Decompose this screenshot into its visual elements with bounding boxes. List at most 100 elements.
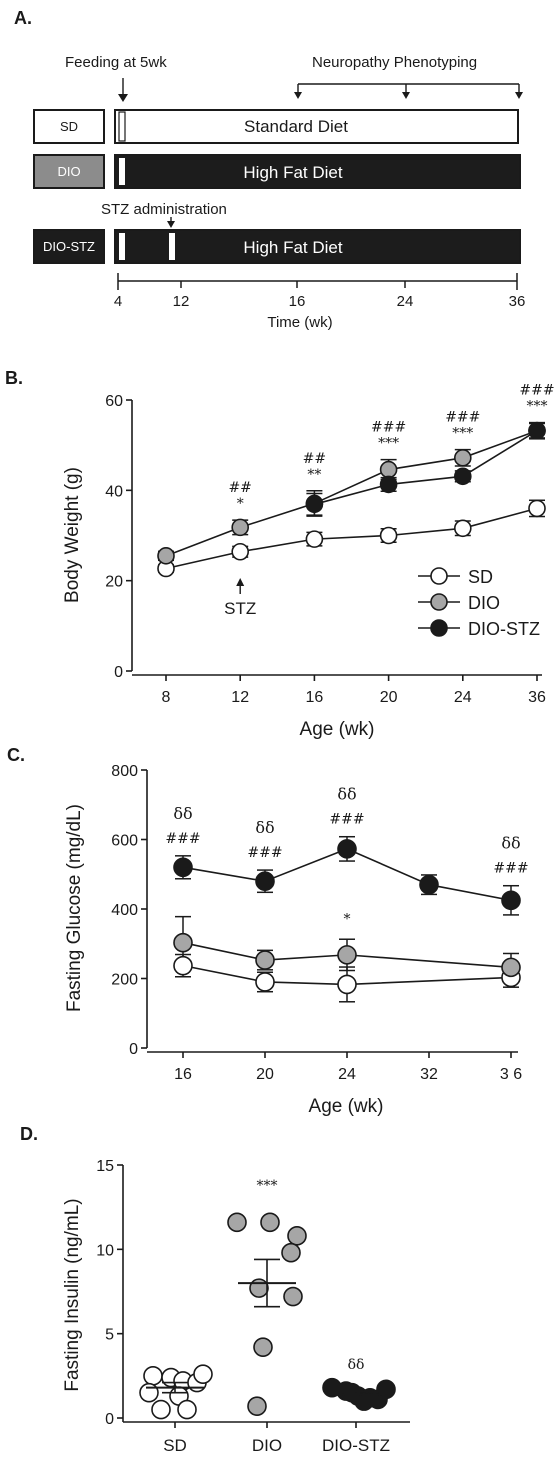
b-stz-arrow-head	[236, 578, 245, 586]
c-point-sd	[337, 974, 357, 995]
phenotyping-label: Neuropathy Phenotyping	[312, 54, 477, 71]
timeline-tick-label-16: 16	[289, 293, 306, 310]
b-legend-marker-dio	[430, 593, 448, 611]
d-y-tick-label: 15	[96, 1158, 114, 1175]
timeline-tick-label-12: 12	[173, 293, 190, 310]
d-point-sd	[143, 1366, 163, 1386]
b-significance-label: ##	[303, 451, 326, 467]
c-y-tick-label: 800	[111, 763, 138, 780]
d-point-sd	[177, 1399, 197, 1420]
b-x-tick-label: 24	[454, 689, 472, 706]
c-significance-label: ###	[493, 861, 528, 877]
d-point-dio	[260, 1212, 280, 1233]
diet-label-dio-stz: High Fat Diet	[243, 238, 342, 257]
c-significance-label: ###	[165, 831, 200, 847]
diet-bar-dio-stz	[114, 229, 521, 264]
c-point-dio	[255, 950, 275, 970]
b-y-axis-label: Body Weight (g)	[62, 467, 83, 603]
panel-a-timeline: A. Feeding at 5wk Neuropathy Phenotyping…	[14, 8, 525, 331]
d-point-dio	[283, 1286, 303, 1307]
diet-label-sd: Standard Diet	[244, 117, 348, 136]
panel-b-letter: B.	[5, 368, 23, 388]
c-significance-label: ###	[329, 812, 364, 828]
d-point-dio-stz	[376, 1379, 396, 1400]
phenotyping-arrow-36	[515, 92, 523, 99]
c-point-dio-stz	[173, 857, 193, 878]
feeding-marker-sd	[118, 111, 126, 142]
group-box-dio-stz	[33, 229, 105, 264]
group-label-sd: SD	[60, 119, 78, 134]
b-significance-label: ***	[527, 399, 548, 415]
c-y-axis-label: Fasting Glucose (mg/dL)	[64, 804, 85, 1012]
panel-d-letter: D.	[20, 1124, 38, 1144]
c-point-dio-stz	[501, 890, 521, 911]
feeding-marker-dio	[119, 158, 125, 185]
panel-a-letter: A.	[14, 8, 32, 28]
c-y-tick-label: 400	[111, 902, 138, 919]
b-y-tick-label: 20	[105, 574, 123, 591]
c-point-sd	[255, 972, 275, 992]
b-point-sd	[231, 542, 249, 561]
d-y-tick-label: 0	[105, 1411, 114, 1428]
c-x-tick-label: 32	[420, 1066, 438, 1083]
d-x-tick-label: DIO-STZ	[322, 1436, 390, 1455]
b-point-sd	[305, 530, 324, 548]
b-x-tick-label: 8	[162, 689, 171, 706]
timeline-tick-label-4: 4	[114, 293, 122, 310]
b-legend-label-sd: SD	[468, 567, 493, 587]
group-box-sd	[33, 109, 105, 144]
c-significance-label: δδ	[173, 804, 192, 823]
phenotyping-arrow-16	[294, 92, 302, 99]
diet-bar-sd	[114, 109, 519, 144]
feeding-arrow-head	[118, 94, 128, 102]
c-point-dio	[501, 957, 521, 978]
c-y-tick-label: 200	[111, 972, 138, 989]
b-y-tick-label: 60	[105, 393, 123, 410]
c-line-sd	[182, 964, 512, 986]
d-point-dio	[227, 1212, 247, 1233]
c-x-tick-label: 3 6	[500, 1066, 522, 1083]
c-significance-label: δδ	[501, 834, 520, 853]
c-significance-label: ###	[247, 845, 282, 861]
b-point-dio	[231, 518, 249, 537]
b-significance-label: ###	[519, 383, 554, 399]
d-point-sd	[151, 1399, 171, 1420]
stz-marker-dio-stz	[169, 233, 175, 260]
c-point-dio	[337, 945, 357, 965]
d-y-tick-label: 5	[105, 1327, 114, 1344]
d-x-tick-label: SD	[163, 1436, 187, 1455]
d-y-tick-label: 10	[96, 1242, 114, 1259]
b-point-dio-stz	[528, 421, 546, 440]
group-label-dio: DIO	[57, 164, 80, 179]
d-point-dio	[249, 1278, 269, 1298]
chart-fasting-insulin: 0 5 10 15 SD DIO DIO-STZ Fasting Insulin (ng/mL…	[62, 1158, 410, 1455]
stz-admin-arrow-head	[167, 221, 175, 228]
feeding-label: Feeding at 5wk	[65, 54, 167, 71]
b-point-sd	[453, 519, 472, 538]
c-line-dio	[182, 941, 512, 969]
diet-bar-dio	[114, 154, 521, 189]
b-point-sd	[379, 526, 398, 545]
feeding-marker-dio-stz	[119, 233, 125, 260]
b-point-dio	[453, 449, 472, 467]
b-significance-label: ***	[452, 426, 473, 442]
c-x-axis-label: Age (wk)	[309, 1096, 384, 1117]
c-x-tick-label: 20	[256, 1066, 274, 1083]
b-y-tick-label: 40	[105, 483, 123, 500]
b-line-sd	[165, 507, 538, 570]
panel-c-letter: C.	[7, 745, 25, 765]
stz-admin-label: STZ administration	[101, 201, 227, 218]
d-significance-label: δδ	[348, 1357, 365, 1373]
b-significance-label: ###	[445, 410, 480, 426]
phenotyping-arrow-24	[402, 92, 410, 99]
b-y-tick-label: 0	[114, 664, 123, 681]
b-stz-label: STZ	[224, 599, 256, 618]
d-point-dio	[253, 1337, 273, 1357]
b-point-dio-stz	[305, 495, 324, 514]
c-point-dio-stz	[419, 874, 439, 895]
group-box-dio	[33, 154, 105, 189]
d-significance-label: ***	[257, 1178, 278, 1194]
d-point-dio-stz	[342, 1382, 362, 1403]
b-x-axis-label: Age (wk)	[300, 719, 375, 740]
